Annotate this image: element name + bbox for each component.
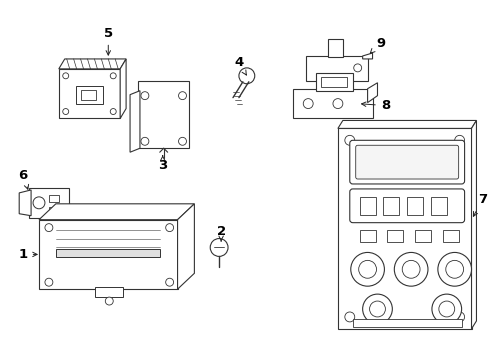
Circle shape	[369, 301, 385, 317]
Polygon shape	[39, 220, 177, 289]
Polygon shape	[315, 73, 352, 91]
Bar	[386, 230, 403, 242]
Circle shape	[344, 135, 354, 145]
Circle shape	[141, 137, 148, 145]
Bar	[49, 207, 59, 214]
Text: 3: 3	[158, 156, 167, 172]
Circle shape	[303, 99, 312, 109]
Polygon shape	[120, 59, 126, 118]
Polygon shape	[337, 121, 475, 129]
Bar	[49, 195, 59, 202]
Circle shape	[239, 68, 254, 84]
Polygon shape	[29, 188, 68, 218]
Bar	[359, 230, 375, 242]
FancyBboxPatch shape	[355, 145, 458, 179]
Text: 7: 7	[472, 193, 486, 216]
Circle shape	[402, 260, 419, 278]
Circle shape	[165, 224, 173, 231]
Circle shape	[178, 137, 186, 145]
Polygon shape	[59, 59, 126, 69]
Text: 1: 1	[19, 248, 37, 261]
Circle shape	[33, 197, 45, 209]
Polygon shape	[470, 121, 475, 329]
Bar	[407, 197, 422, 215]
Circle shape	[344, 312, 354, 322]
Circle shape	[332, 99, 342, 109]
Circle shape	[110, 109, 116, 114]
Circle shape	[353, 64, 361, 72]
Circle shape	[105, 297, 113, 305]
Polygon shape	[19, 190, 31, 216]
Circle shape	[110, 73, 116, 79]
Polygon shape	[138, 81, 189, 148]
Bar	[81, 90, 96, 100]
Polygon shape	[337, 129, 470, 329]
Circle shape	[393, 252, 427, 286]
Text: 5: 5	[103, 27, 113, 55]
Polygon shape	[39, 204, 194, 220]
Bar	[414, 230, 430, 242]
Circle shape	[454, 312, 464, 322]
FancyBboxPatch shape	[349, 189, 464, 223]
Circle shape	[437, 252, 470, 286]
Polygon shape	[293, 89, 372, 118]
Circle shape	[178, 92, 186, 100]
Circle shape	[445, 260, 463, 278]
Polygon shape	[305, 56, 367, 81]
FancyBboxPatch shape	[349, 140, 464, 184]
Polygon shape	[327, 39, 342, 57]
Bar	[321, 77, 346, 87]
Bar	[352, 319, 461, 327]
Bar	[383, 197, 398, 215]
Bar	[76, 86, 103, 104]
Bar	[56, 249, 160, 257]
Polygon shape	[130, 91, 140, 152]
Circle shape	[141, 92, 148, 100]
Circle shape	[454, 135, 464, 145]
Circle shape	[358, 260, 376, 278]
Bar	[359, 197, 375, 215]
Polygon shape	[362, 53, 372, 59]
Circle shape	[45, 224, 53, 231]
Circle shape	[62, 73, 68, 79]
Text: 4: 4	[234, 57, 246, 75]
Circle shape	[438, 301, 454, 317]
Circle shape	[350, 252, 384, 286]
Bar	[95, 287, 123, 297]
Text: 6: 6	[19, 168, 28, 189]
Polygon shape	[177, 204, 194, 289]
Circle shape	[431, 294, 461, 324]
Text: 8: 8	[361, 99, 389, 112]
Bar	[442, 230, 458, 242]
Circle shape	[210, 239, 227, 256]
Text: 9: 9	[369, 37, 384, 53]
Bar	[430, 197, 446, 215]
Circle shape	[45, 278, 53, 286]
Circle shape	[362, 294, 391, 324]
Circle shape	[165, 278, 173, 286]
Circle shape	[62, 109, 68, 114]
Text: 2: 2	[216, 225, 225, 241]
Polygon shape	[59, 69, 120, 118]
Polygon shape	[367, 83, 377, 103]
